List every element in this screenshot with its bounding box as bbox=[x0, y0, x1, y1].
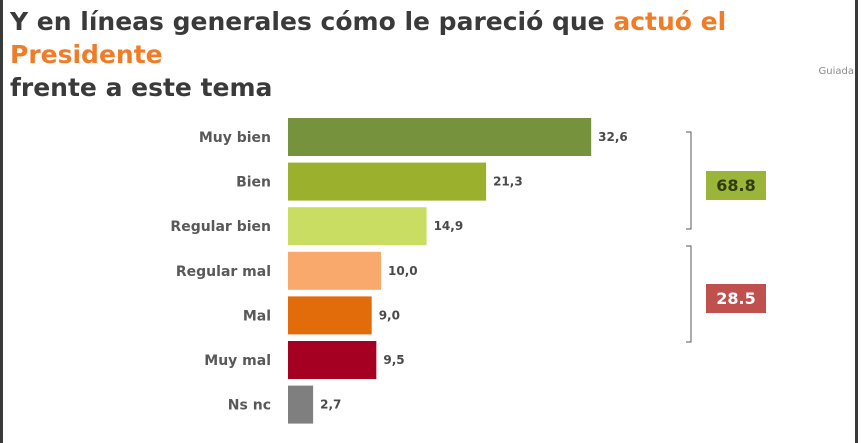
value-label: 2,7 bbox=[320, 398, 341, 412]
category-label: Muy bien bbox=[199, 130, 271, 146]
subtitle: Guiada bbox=[818, 66, 854, 77]
value-label: 14,9 bbox=[434, 219, 464, 233]
category-label: Muy mal bbox=[204, 353, 271, 369]
category-label: Regular mal bbox=[176, 264, 271, 280]
value-label: 32,6 bbox=[598, 130, 628, 144]
title-text-2: frente a este tema bbox=[10, 73, 273, 102]
category-label: Bien bbox=[236, 175, 271, 191]
negative-bracket bbox=[686, 245, 692, 343]
positive-bracket bbox=[686, 131, 692, 230]
title-text-1: Y en líneas generales cómo le pareció qu… bbox=[10, 7, 614, 36]
bar-ns-nc bbox=[288, 385, 314, 424]
bar-mal bbox=[288, 296, 372, 335]
bar-muy-mal bbox=[288, 341, 377, 379]
category-label: Regular bien bbox=[170, 219, 271, 235]
title-highlight: actuó el Presidente bbox=[10, 7, 727, 69]
negative-total-badge: 28.5 bbox=[706, 284, 766, 313]
bar-regular-mal bbox=[288, 251, 381, 290]
value-label: 10,0 bbox=[388, 264, 418, 278]
page-title: Y en líneas generales cómo le pareció qu… bbox=[10, 5, 840, 104]
value-label: 21,3 bbox=[493, 175, 523, 189]
value-label: 9,0 bbox=[379, 308, 400, 322]
bar-bien bbox=[288, 162, 487, 201]
bar-regular-bien bbox=[288, 207, 427, 246]
category-label: Ns nc bbox=[228, 398, 271, 414]
bar-muy-bien bbox=[288, 118, 592, 156]
positive-total-badge: 68.8 bbox=[706, 171, 766, 200]
category-label: Mal bbox=[243, 308, 271, 324]
value-label: 9,5 bbox=[383, 353, 404, 367]
